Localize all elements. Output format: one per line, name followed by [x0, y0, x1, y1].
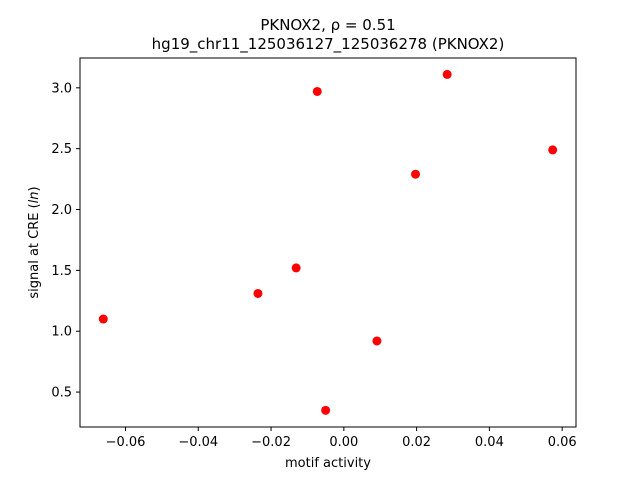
x-tick-label: −0.06 — [106, 435, 146, 450]
x-tick-label: 0.02 — [402, 435, 431, 450]
data-point — [321, 405, 331, 415]
y-tick-label: 1.5 — [51, 264, 72, 279]
x-axis-title: motif activity — [285, 456, 371, 471]
data-points — [98, 69, 558, 415]
plot-area — [79, 57, 577, 428]
y-tick-label: 1.0 — [51, 325, 72, 340]
x-tick-label: 0.04 — [475, 435, 504, 450]
chart-title-line-1: PKNOX2, ρ = 0.51 — [260, 16, 395, 34]
y-axis-title-prefix: signal at CRE ( — [27, 203, 42, 298]
x-tick-label: 0.06 — [548, 435, 577, 450]
chart-title-line-2: hg19_chr11_125036127_125036278 (PKNOX2) — [152, 35, 505, 54]
x-tick-label: −0.02 — [251, 435, 291, 450]
data-point — [253, 288, 263, 298]
data-point — [548, 145, 558, 155]
data-point — [312, 86, 322, 96]
y-axis-title: signal at CRE (ln) — [27, 186, 42, 298]
data-point — [98, 314, 108, 324]
data-point — [411, 169, 421, 179]
x-tick-label: 0.00 — [329, 435, 358, 450]
y-axis-title-suffix: ) — [27, 186, 42, 191]
data-point — [372, 336, 382, 346]
y-tick-label: 3.0 — [51, 81, 72, 96]
plot-frame — [79, 57, 577, 428]
x-axis-ticks: −0.06 −0.04 −0.02 0.00 0.02 0.04 0.06 — [106, 427, 577, 450]
x-tick-label: −0.04 — [178, 435, 218, 450]
data-point — [291, 263, 301, 273]
y-axis-title-italic: ln — [27, 191, 42, 203]
y-tick-label: 2.0 — [51, 203, 72, 218]
data-point — [442, 69, 452, 79]
y-tick-label: 0.5 — [51, 386, 72, 401]
y-axis-ticks: 0.5 1.0 1.5 2.0 2.5 3.0 — [51, 81, 80, 401]
y-tick-label: 2.5 — [51, 142, 72, 157]
